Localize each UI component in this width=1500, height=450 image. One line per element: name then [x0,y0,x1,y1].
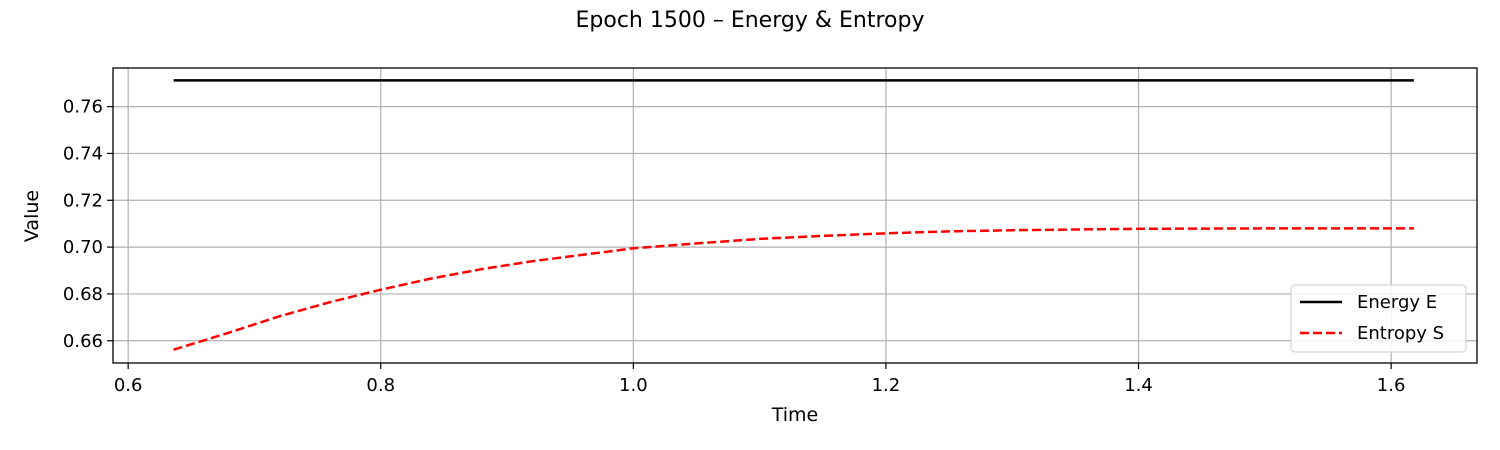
x-tick-label: 1.4 [1124,375,1153,396]
y-tick-label: 0.72 [63,190,103,211]
y-tick-label: 0.66 [63,331,103,352]
chart-title: Epoch 1500 – Energy & Entropy [576,8,925,33]
x-tick-label: 0.8 [366,375,395,396]
legend-label-energy: Energy E [1357,292,1437,313]
y-tick-label: 0.68 [63,284,103,305]
x-axis-ticks: 0.6 0.8 1.0 1.2 1.4 1.6 [114,363,1406,396]
y-tick-label: 0.70 [63,237,103,258]
y-axis-label: Value [21,190,43,242]
series-line-entropy [173,227,1414,351]
legend: Energy E Entropy S [1290,284,1467,353]
y-tick-label: 0.76 [63,97,103,118]
legend-label-entropy: Entropy S [1357,323,1444,344]
x-axis-label: Time [771,404,819,426]
y-axis-ticks: 0.66 0.68 0.70 0.72 0.74 0.76 [63,97,113,352]
series-layer [173,79,1414,351]
grid [113,68,1477,363]
x-tick-label: 1.0 [619,375,648,396]
x-tick-label: 1.2 [872,375,901,396]
plot-frame [112,67,1478,364]
y-tick-label: 0.74 [63,143,103,164]
x-tick-label: 0.6 [114,375,143,396]
x-tick-label: 1.6 [1377,375,1406,396]
